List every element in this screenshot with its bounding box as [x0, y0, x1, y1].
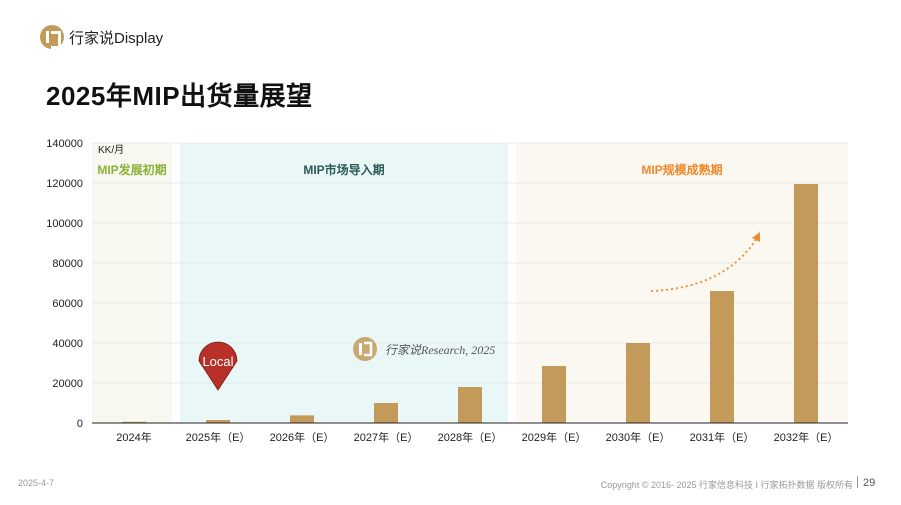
phase-background	[180, 143, 508, 423]
footer-copyright: Copyright © 2016- 2025 行家信息科技 I 行家拓扑数据 版…	[600, 480, 853, 490]
watermark-text: 行家说Research, 2025	[385, 343, 495, 357]
brand-logo-icon	[40, 25, 64, 49]
brand: 行家说Display	[40, 24, 163, 50]
bar	[710, 291, 734, 423]
x-tick-label: 2025年（E）	[186, 430, 251, 444]
bar	[122, 421, 146, 423]
bar	[290, 415, 314, 423]
x-tick-label: 2026年（E）	[270, 430, 335, 444]
location-pin-icon	[198, 341, 238, 391]
watermark-logo-mark	[359, 343, 362, 355]
phase-background	[516, 143, 848, 423]
phase-label: MIP市场导入期	[303, 162, 384, 177]
x-tick-label: 2030年（E）	[606, 430, 671, 444]
bar	[626, 343, 650, 423]
trend-arrowhead-icon	[752, 232, 760, 242]
y-tick-label: 0	[77, 418, 83, 430]
trend-arrow	[650, 237, 758, 292]
phase-label: MIP发展初期	[97, 162, 166, 177]
page-number: 29	[863, 477, 876, 489]
watermark-logo-mark	[364, 341, 373, 357]
y-tick-label: 20000	[52, 378, 83, 390]
y-tick-label: 40000	[52, 338, 83, 350]
bar	[542, 366, 566, 423]
x-tick-label: 2031年（E）	[690, 430, 755, 444]
y-tick-label: 120000	[46, 178, 83, 190]
y-unit-label: KK/月	[98, 144, 124, 156]
x-tick-label: 2032年（E）	[774, 430, 839, 444]
y-tick-label: 140000	[46, 138, 83, 150]
y-tick-label: 100000	[46, 218, 83, 230]
brand-name: 行家说Display	[69, 29, 164, 47]
y-tick-label: 60000	[52, 298, 83, 310]
y-tick-label: 80000	[52, 258, 83, 270]
phase-label: MIP规模成熟期	[641, 162, 722, 177]
x-tick-label: 2027年（E）	[354, 430, 419, 444]
footer-date: 2025-4-7	[18, 478, 55, 488]
bar	[374, 403, 398, 423]
bar	[206, 420, 230, 423]
page-title: 2025年MIP出货量展望	[46, 81, 313, 111]
phase-background	[92, 143, 172, 423]
bar	[458, 387, 482, 423]
x-tick-label: 2028年（E）	[438, 430, 503, 444]
footer-divider	[857, 476, 858, 488]
x-tick-label: 2024年	[116, 430, 151, 444]
bar	[794, 184, 818, 423]
watermark-logo-icon	[353, 337, 377, 361]
x-tick-label: 2029年（E）	[522, 430, 587, 444]
pin-label: Local	[202, 354, 233, 369]
